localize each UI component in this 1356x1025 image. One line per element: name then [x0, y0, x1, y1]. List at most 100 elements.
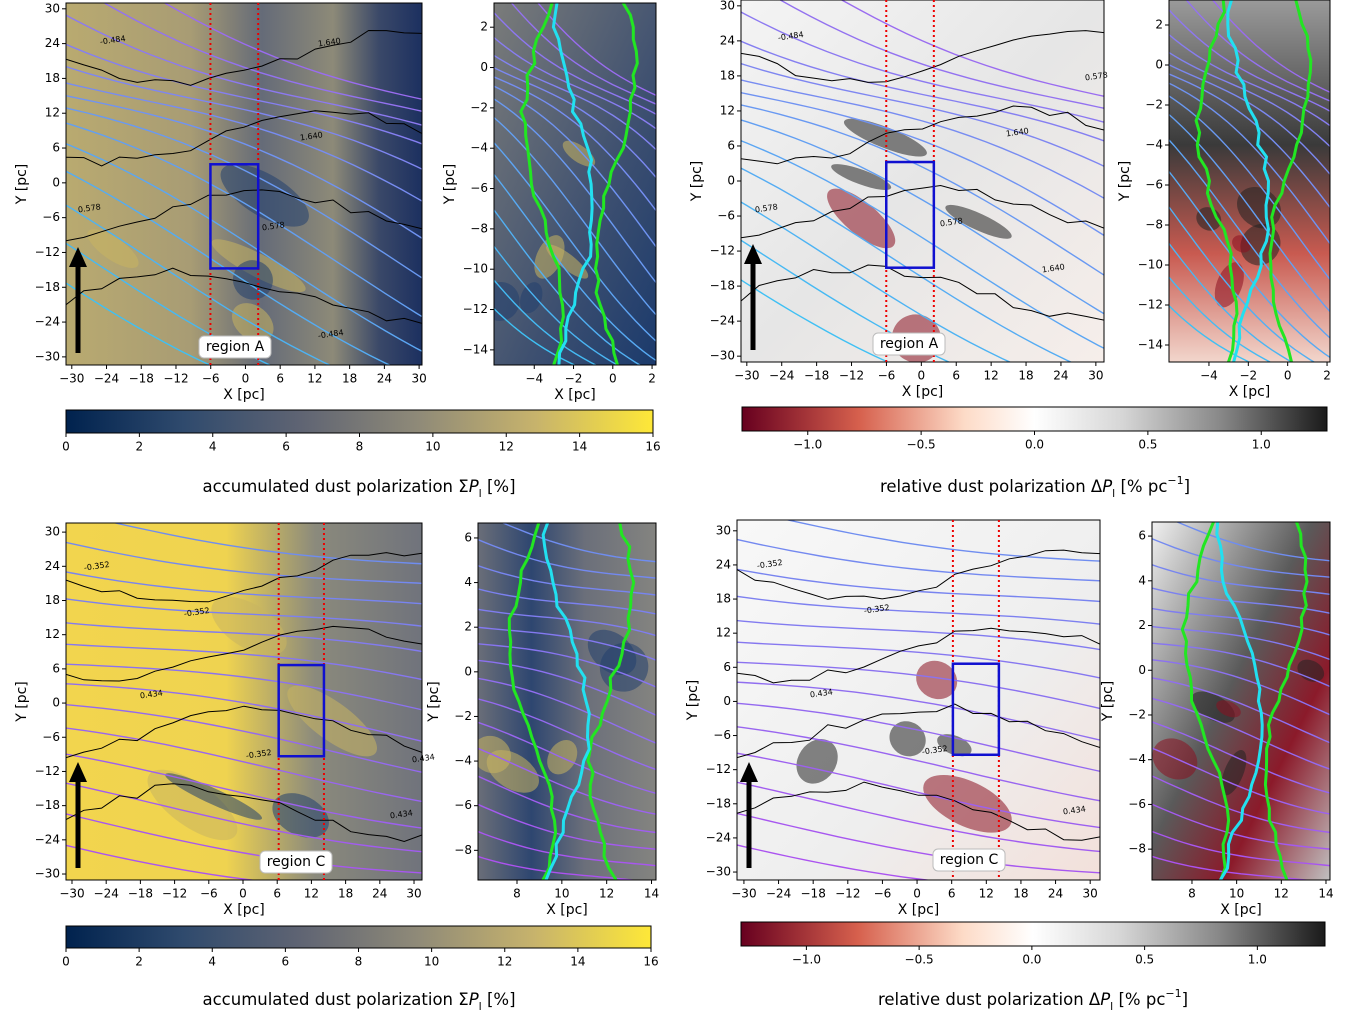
streamline	[741, 201, 1012, 362]
image-background	[478, 523, 656, 880]
region-label-box	[872, 332, 946, 356]
streamline	[494, 245, 619, 365]
field-arrow-head	[69, 762, 87, 782]
colorbar-label: accumulated dust polarization ΣPl [%]	[202, 990, 515, 1013]
structure	[916, 660, 958, 700]
x-tick-label: −2	[1239, 369, 1257, 383]
contour-label: -0.484	[99, 34, 126, 47]
x-tick-label: −30	[734, 369, 759, 383]
colorbar-label-part: accumulated dust polarization Σ	[202, 990, 468, 1009]
y-tick-label: −12	[35, 764, 60, 778]
streamline	[1152, 803, 1330, 850]
x-tick-label: 14	[1318, 887, 1333, 901]
y-tick-label: 6	[52, 661, 60, 675]
region-label-box	[932, 848, 1006, 872]
streamline	[66, 170, 392, 365]
streamline	[478, 659, 656, 716]
streamline	[737, 681, 1100, 741]
streamline	[66, 727, 422, 803]
y-tick-label: 0	[723, 694, 731, 708]
streamline	[737, 702, 1100, 773]
y-tick-label: 4	[464, 575, 472, 589]
structure	[796, 739, 838, 784]
y-tick-label: −2	[1145, 98, 1163, 112]
streamline	[494, 54, 656, 151]
colorbar-tick-label: 2	[135, 955, 143, 969]
streamline	[102, 3, 422, 112]
y-tick-label: 0	[480, 60, 488, 74]
streamline	[1169, 64, 1330, 176]
axes-frame	[65, 522, 423, 881]
contour-label: 0.434	[411, 752, 435, 764]
structure	[1237, 186, 1282, 229]
x-tick-label: 18	[1013, 887, 1028, 901]
x-tick-label: −30	[731, 887, 756, 901]
colorbar-tick-label: 16	[643, 955, 658, 969]
axes-frame	[493, 2, 657, 366]
colorbar-tick-label: 6	[282, 440, 290, 454]
axes-frame	[736, 519, 1101, 881]
colorbar-tick-label: −0.5	[907, 438, 936, 452]
streamline	[840, 0, 1104, 97]
region-box	[951, 662, 1001, 757]
region-contour	[1180, 522, 1231, 880]
streamline	[737, 726, 1100, 802]
streamline	[741, 139, 1104, 350]
streamline	[494, 279, 598, 365]
streamline	[66, 813, 422, 874]
streamline	[1152, 625, 1330, 661]
region-contour	[551, 3, 594, 365]
y-tick-label: −24	[706, 830, 731, 844]
y-tick-label: 2	[1155, 18, 1163, 32]
structure	[843, 118, 927, 157]
y-axis-label: Y [pc]	[14, 164, 30, 206]
x-tick-label: 6	[273, 887, 281, 901]
streamline	[1169, 95, 1330, 281]
streamline	[741, 91, 1104, 237]
y-tick-label: −30	[35, 867, 60, 881]
x-tick-label: 14	[644, 887, 659, 901]
image-background	[494, 3, 656, 365]
y-tick-label: −4	[470, 141, 488, 155]
field-arrow-head	[69, 247, 87, 267]
contour-line	[66, 705, 422, 759]
y-tick-label: 4	[1138, 573, 1146, 587]
y-tick-label: −18	[35, 280, 60, 294]
x-tick-label: 24	[372, 887, 387, 901]
region-contour	[1263, 522, 1309, 880]
streamline	[494, 85, 656, 248]
streamline	[1152, 721, 1330, 794]
streamline	[478, 830, 656, 867]
contour-line	[737, 703, 1100, 759]
streamline	[66, 598, 422, 627]
streamline	[478, 588, 656, 615]
contour-line	[66, 189, 422, 242]
image-background	[741, 0, 1104, 362]
structure	[1221, 750, 1247, 796]
structure	[520, 282, 543, 314]
streamline	[1169, 242, 1294, 362]
y-axis-label: Y [pc]	[685, 680, 701, 722]
y-tick-label: 6	[723, 660, 731, 674]
colorbar-label-part: −1	[1167, 474, 1183, 487]
contour-label: -0.484	[317, 328, 344, 341]
y-tick-label: −14	[463, 342, 488, 356]
colorbar-tick-label: 8	[355, 955, 363, 969]
y-axis-label: Y [pc]	[442, 164, 458, 206]
y-tick-label: 12	[720, 103, 735, 117]
x-tick-label: −4	[1200, 369, 1218, 383]
streamline	[478, 747, 656, 815]
y-tick-label: −8	[1128, 842, 1146, 856]
y-axis-label: Y [pc]	[426, 681, 442, 723]
y-tick-label: −24	[35, 315, 60, 329]
streamline	[66, 663, 422, 711]
contour-label: 1.640	[1041, 262, 1065, 274]
y-tick-label: 24	[45, 36, 60, 50]
streamline	[66, 844, 258, 880]
streamline	[494, 208, 642, 365]
streamline	[741, 79, 1104, 200]
x-axis-label: X [pc]	[898, 902, 940, 918]
colorbar-tick-label: 10	[424, 955, 439, 969]
panel-image	[494, 3, 656, 365]
y-tick-label: 6	[727, 138, 735, 152]
